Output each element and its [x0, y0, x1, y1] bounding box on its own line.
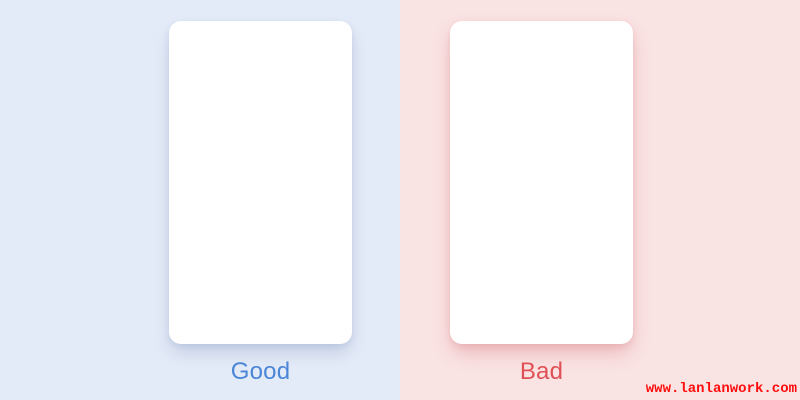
watermark-url: www.lanlanwork.com: [645, 381, 797, 397]
good-panel: Good: [0, 0, 400, 400]
good-label: Good: [230, 358, 291, 385]
good-example-card: [169, 21, 352, 344]
bad-example-card: [450, 21, 633, 344]
bad-panel: Bad: [400, 0, 800, 400]
bad-label: Bad: [519, 358, 564, 385]
